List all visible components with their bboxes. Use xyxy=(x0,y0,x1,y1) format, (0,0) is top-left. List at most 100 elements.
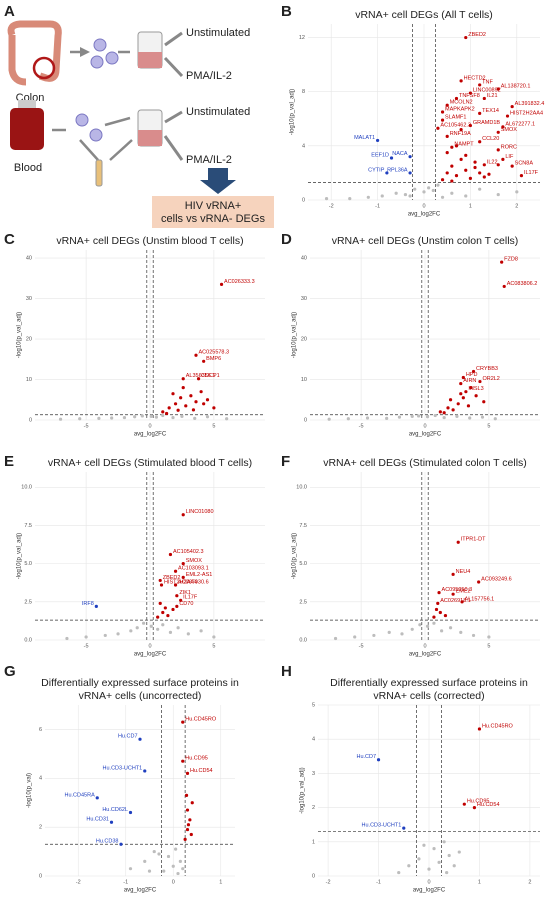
data-point xyxy=(191,408,196,412)
y-tick-label: 30 xyxy=(301,296,307,302)
data-point xyxy=(161,410,165,414)
y-tick-label: 1 xyxy=(312,839,315,845)
data-point xyxy=(500,260,504,264)
data-point xyxy=(473,160,477,164)
data-point xyxy=(176,626,180,630)
data-point xyxy=(437,860,441,864)
point-label: RPL36A xyxy=(387,167,408,173)
x-axis-label: avg_log2FC xyxy=(413,888,446,894)
cell-icon xyxy=(93,38,107,52)
x-tick-label: 1 xyxy=(478,879,481,885)
condition-label: PMA/IL-2 xyxy=(186,70,232,82)
data-point xyxy=(462,802,466,806)
data-point xyxy=(385,171,389,175)
data-point xyxy=(418,623,422,627)
point-label: MALAT1 xyxy=(354,135,375,141)
data-point xyxy=(389,156,394,160)
y-tick-label: 3 xyxy=(312,771,315,777)
data-point xyxy=(110,416,114,420)
data-point xyxy=(422,190,426,194)
colon-icon xyxy=(7,20,62,82)
highlight-circle xyxy=(32,56,56,80)
data-point xyxy=(181,575,185,579)
chart-title: vRNA+ cell DEGs (All T cells) xyxy=(355,9,493,21)
data-point xyxy=(446,406,450,410)
data-point xyxy=(464,390,468,394)
cell-icon xyxy=(89,128,103,142)
y-tick-label: 7.5 xyxy=(299,523,307,529)
point-label: AC025578.3 xyxy=(199,350,230,356)
data-point xyxy=(478,379,482,384)
data-point xyxy=(184,404,188,408)
data-point xyxy=(165,411,169,416)
data-point xyxy=(422,843,426,847)
data-point xyxy=(397,870,401,875)
data-point xyxy=(212,406,216,410)
point-label: Hu.CD7 xyxy=(118,734,138,740)
data-point xyxy=(173,569,178,573)
data-point xyxy=(408,155,412,159)
data-point xyxy=(394,191,398,195)
data-point xyxy=(194,353,198,357)
data-point xyxy=(400,632,404,636)
data-point xyxy=(186,632,190,636)
data-point xyxy=(454,96,459,101)
data-point xyxy=(147,869,152,873)
x-tick-label: -1 xyxy=(123,879,128,885)
data-point xyxy=(478,111,482,115)
point-label: TNFSF8 xyxy=(459,93,480,99)
chart-title: vRNA+ cell DEGs (Stimulated blood T cell… xyxy=(48,457,252,469)
x-tick-label: -2 xyxy=(326,879,331,885)
point-label: CYTIP xyxy=(368,167,385,173)
data-point xyxy=(143,769,147,773)
y-tick-label: 10.0 xyxy=(21,485,32,491)
data-point xyxy=(451,592,455,596)
data-point xyxy=(181,377,185,381)
data-point xyxy=(152,849,156,854)
data-point xyxy=(376,758,381,762)
x-tick-label: 1 xyxy=(219,879,222,885)
data-point xyxy=(346,417,350,421)
point-label: LINC00892 xyxy=(473,87,501,93)
y-tick-label: 0 xyxy=(302,197,305,203)
point-label: Hu.CD3-UCHT1 xyxy=(362,823,402,829)
data-point xyxy=(505,114,510,118)
data-point xyxy=(461,375,465,380)
y-tick-label: 2.5 xyxy=(24,599,32,605)
point-label: HIST2H2AA4 xyxy=(164,579,197,585)
point-label: Hu.CD31 xyxy=(86,817,109,823)
data-point xyxy=(173,583,178,587)
data-point xyxy=(171,415,175,420)
data-point xyxy=(167,406,171,410)
data-point xyxy=(442,415,446,420)
point-label: ZBED2 xyxy=(163,575,181,581)
data-point xyxy=(162,869,166,873)
point-label: FZD8 xyxy=(504,257,518,263)
data-point xyxy=(158,578,162,583)
data-point xyxy=(493,417,497,421)
point-label: RORC xyxy=(501,144,517,150)
point-label: HPD xyxy=(466,372,478,378)
y-tick-label: 0.0 xyxy=(299,637,307,643)
x-axis-label: avg_log2FC xyxy=(409,432,442,438)
data-point xyxy=(410,627,414,631)
y-tick-label: 8 xyxy=(302,89,305,95)
y-tick-label: 20 xyxy=(301,337,307,343)
chart-title: vRNA+ cell DEGs (Unstim blood T cells) xyxy=(56,235,243,247)
y-tick-label: 7.5 xyxy=(24,523,32,529)
data-point xyxy=(468,176,472,180)
data-point xyxy=(413,187,417,191)
y-tick-label: 12 xyxy=(299,35,305,41)
panel-letter: B xyxy=(281,3,292,20)
data-point xyxy=(353,635,357,639)
point-label: IL17F xyxy=(524,170,539,176)
arrow xyxy=(163,110,184,161)
data-point xyxy=(225,417,229,421)
data-point xyxy=(432,847,436,851)
source-label: Blood xyxy=(14,162,42,174)
data-point xyxy=(58,417,63,421)
x-tick-label: 0 xyxy=(423,643,426,649)
data-point xyxy=(156,615,160,619)
point-label: AC095050.3 xyxy=(442,587,473,593)
point-label: Hu.CD45RO xyxy=(185,717,217,723)
